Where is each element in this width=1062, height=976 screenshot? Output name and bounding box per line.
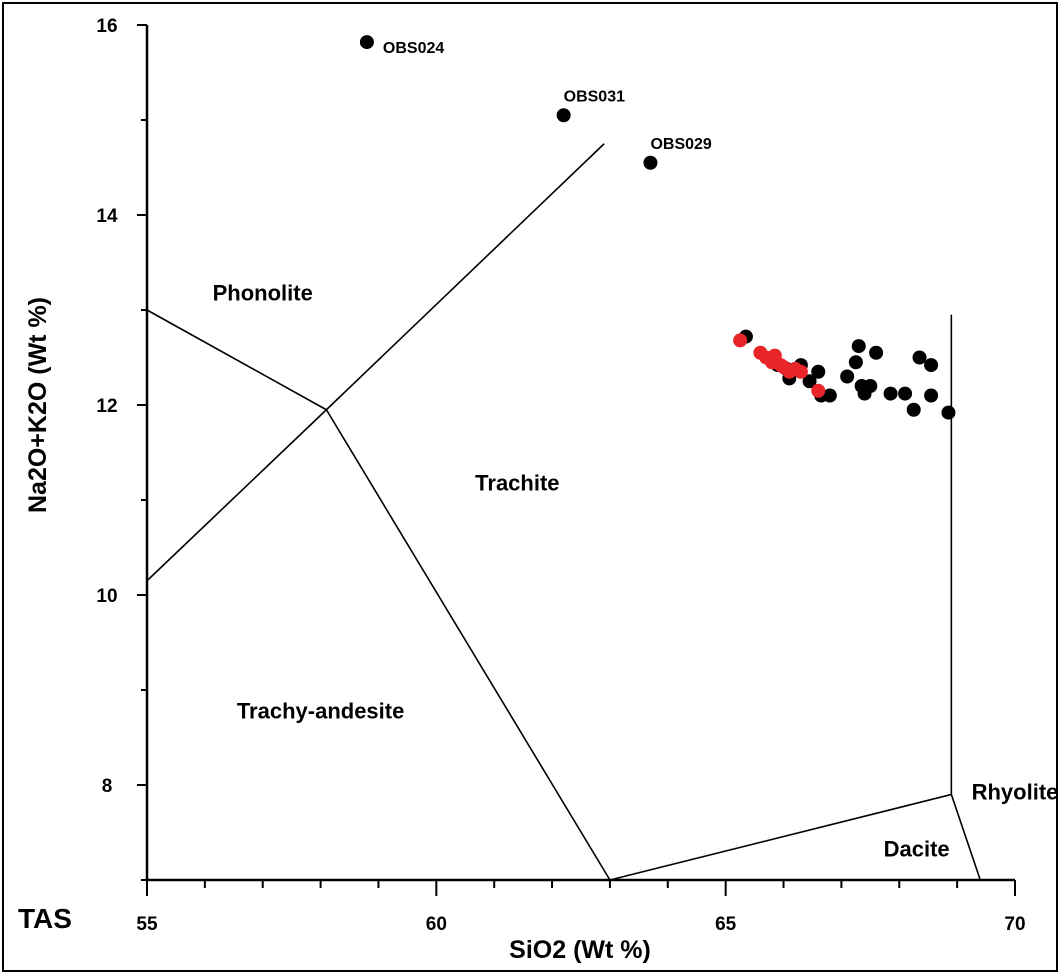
tas-corner-label: TAS [18,903,72,934]
labeled-data-point [359,35,374,50]
data-point [869,345,884,360]
field-labels: Phonolite Trachite Trachy-andesite Rhyolite… [213,281,1059,862]
point-label: OBS024 [383,40,444,57]
data-point [863,379,878,393]
data-point [883,386,898,401]
x-tick-label: 70 [1004,914,1025,935]
data-point [840,369,855,384]
y-tick-label: 16 [96,16,117,37]
axes: 8 10 12 14 16 55 60 65 70 [96,16,1025,935]
field-label: Dacite [884,836,950,861]
data-point [898,386,913,401]
data-point [793,364,808,379]
data-point [848,355,863,370]
data-point [802,374,817,389]
data-point [924,388,939,403]
y-tick-label: 14 [96,206,118,227]
data-point [851,339,866,354]
field-label: Rhyolite [972,779,1059,804]
field-boundary-line [146,309,611,881]
ticks [137,24,1016,896]
point-label: OBS031 [564,88,625,105]
data-point [733,333,748,348]
y-axis-title: Na2O+K2O (Wt %) [24,297,52,513]
data-point [811,364,826,379]
tick-labels: 8 10 12 14 16 55 60 65 70 [96,16,1025,935]
data-points [359,35,956,420]
data-point [912,350,927,365]
x-axis-title: SiO2 (Wt %) [509,936,651,964]
x-tick-label: 65 [715,914,737,935]
field-label: Phonolite [213,281,313,306]
data-point [906,402,921,417]
data-point [941,405,956,420]
labeled-data-point [643,155,658,170]
y-tick-label: 12 [96,396,117,417]
y-tick-label: 10 [96,586,117,607]
y-tick-label: 8 [102,776,113,797]
data-point [924,358,939,373]
x-tick-label: 55 [136,914,158,935]
field-boundaries [146,143,982,881]
labeled-data-point [556,108,571,123]
point-labels: OBS024 OBS031 OBS029 [383,40,712,153]
data-point [822,388,837,403]
data-point [811,383,826,398]
x-tick-label: 60 [426,914,447,935]
field-boundary-line [146,143,605,582]
point-label: OBS029 [650,136,711,153]
field-label: Trachite [475,471,559,496]
field-label: Trachy-andesite [237,699,405,724]
